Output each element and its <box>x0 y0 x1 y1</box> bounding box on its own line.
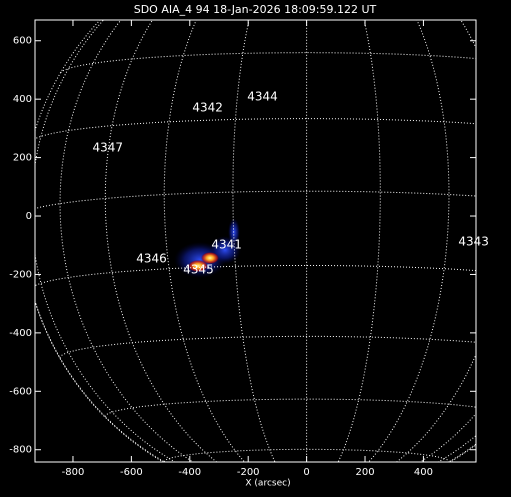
latitude-line <box>59 335 476 359</box>
latitude-line <box>35 265 476 287</box>
chart-title: SDO AIA_4 94 18-Jan-2026 18:09:59.122 UT <box>134 3 377 16</box>
x-tick-label: 200 <box>355 467 374 478</box>
y-tick-label: 0 <box>26 211 32 222</box>
region-label: 4343 <box>458 235 489 249</box>
longitude-line <box>367 20 450 462</box>
region-label: 4341 <box>211 237 242 251</box>
x-tick-label: 400 <box>414 467 433 478</box>
longitude-line <box>447 443 476 462</box>
x-tick-label: -800 <box>62 467 85 478</box>
x-tick-label: -200 <box>237 467 260 478</box>
longitude-line <box>337 20 381 462</box>
plot-area <box>35 20 476 462</box>
longitude-line <box>163 20 246 462</box>
y-tick-label: 600 <box>13 36 32 47</box>
longitude-line <box>232 20 276 462</box>
region-label: 4347 <box>92 140 123 154</box>
y-tick-label: -600 <box>9 386 32 397</box>
region-label: 4344 <box>247 89 278 103</box>
y-tick-label: -200 <box>9 269 32 280</box>
y-tick-label: 400 <box>13 94 32 105</box>
longitude-line <box>59 20 194 462</box>
region-label: 4342 <box>192 100 223 114</box>
x-tick-label: 0 <box>303 467 309 478</box>
plot-frame <box>34 19 477 463</box>
emission <box>174 218 241 278</box>
solar-limb <box>35 20 476 462</box>
region-label: 4346 <box>136 251 167 265</box>
x-tick-label: -600 <box>120 467 143 478</box>
y-tick-label: 200 <box>13 153 32 164</box>
latitude-line <box>35 190 476 210</box>
region-label: 4345 <box>183 263 214 277</box>
longitude-line <box>35 20 176 462</box>
latitude-line <box>35 118 476 140</box>
x-axis-label: X (arcsec) <box>245 479 290 489</box>
latitude-line <box>60 52 476 73</box>
latitude-line <box>104 398 476 417</box>
y-tick-label: -800 <box>9 445 32 456</box>
y-tick-label: -400 <box>9 328 32 339</box>
x-tick-label: -400 <box>178 467 201 478</box>
